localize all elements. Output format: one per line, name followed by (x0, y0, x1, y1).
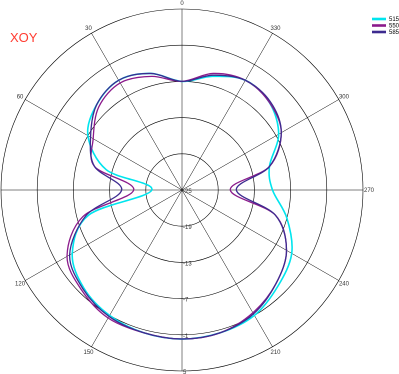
legend-label-585: 585 (389, 30, 399, 36)
series-lines (66, 72, 293, 340)
series-line-585 (69, 72, 288, 340)
radial-label-4: -1 (183, 334, 189, 340)
angle-label-0: 0 (180, 1, 184, 7)
angle-label-120: 120 (15, 282, 26, 288)
angle-tick-labels: 0306090120150180210240270300330 (15, 1, 375, 356)
angle-label-270: 270 (364, 188, 375, 194)
grid-spoke-210 (181, 189, 273, 347)
grid-spoke-330 (181, 33, 273, 191)
series-line-550 (66, 72, 288, 340)
radial-label-2: -13 (183, 261, 192, 267)
radial-tick-labels: -25 -19 -13 -7 -1 5 (183, 189, 192, 374)
radial-label-3: -7 (183, 298, 189, 304)
angle-label-240: 240 (339, 282, 350, 288)
chart-title: XOY (10, 30, 38, 45)
grid-spoke-30 (91, 33, 183, 191)
angle-label-210: 210 (270, 350, 281, 356)
radial-label-1: -19 (183, 225, 192, 231)
grid-spoke-60 (25, 99, 183, 191)
angle-label-330: 330 (270, 26, 281, 32)
angle-label-300: 300 (339, 95, 350, 101)
angular-grid (1, 9, 363, 371)
grid-spoke-150 (91, 189, 183, 347)
angle-label-30: 30 (85, 26, 92, 32)
grid-spoke-120 (25, 189, 183, 281)
legend-label-550: 550 (389, 24, 399, 30)
radial-label-0: -25 (183, 189, 192, 195)
angle-label-150: 150 (83, 350, 94, 356)
radial-label-5: 5 (183, 370, 187, 374)
angle-label-60: 60 (17, 95, 24, 101)
grid-spoke-240 (181, 189, 339, 281)
grid-spoke-300 (181, 99, 339, 191)
legend-label-515: 515 (389, 17, 399, 23)
